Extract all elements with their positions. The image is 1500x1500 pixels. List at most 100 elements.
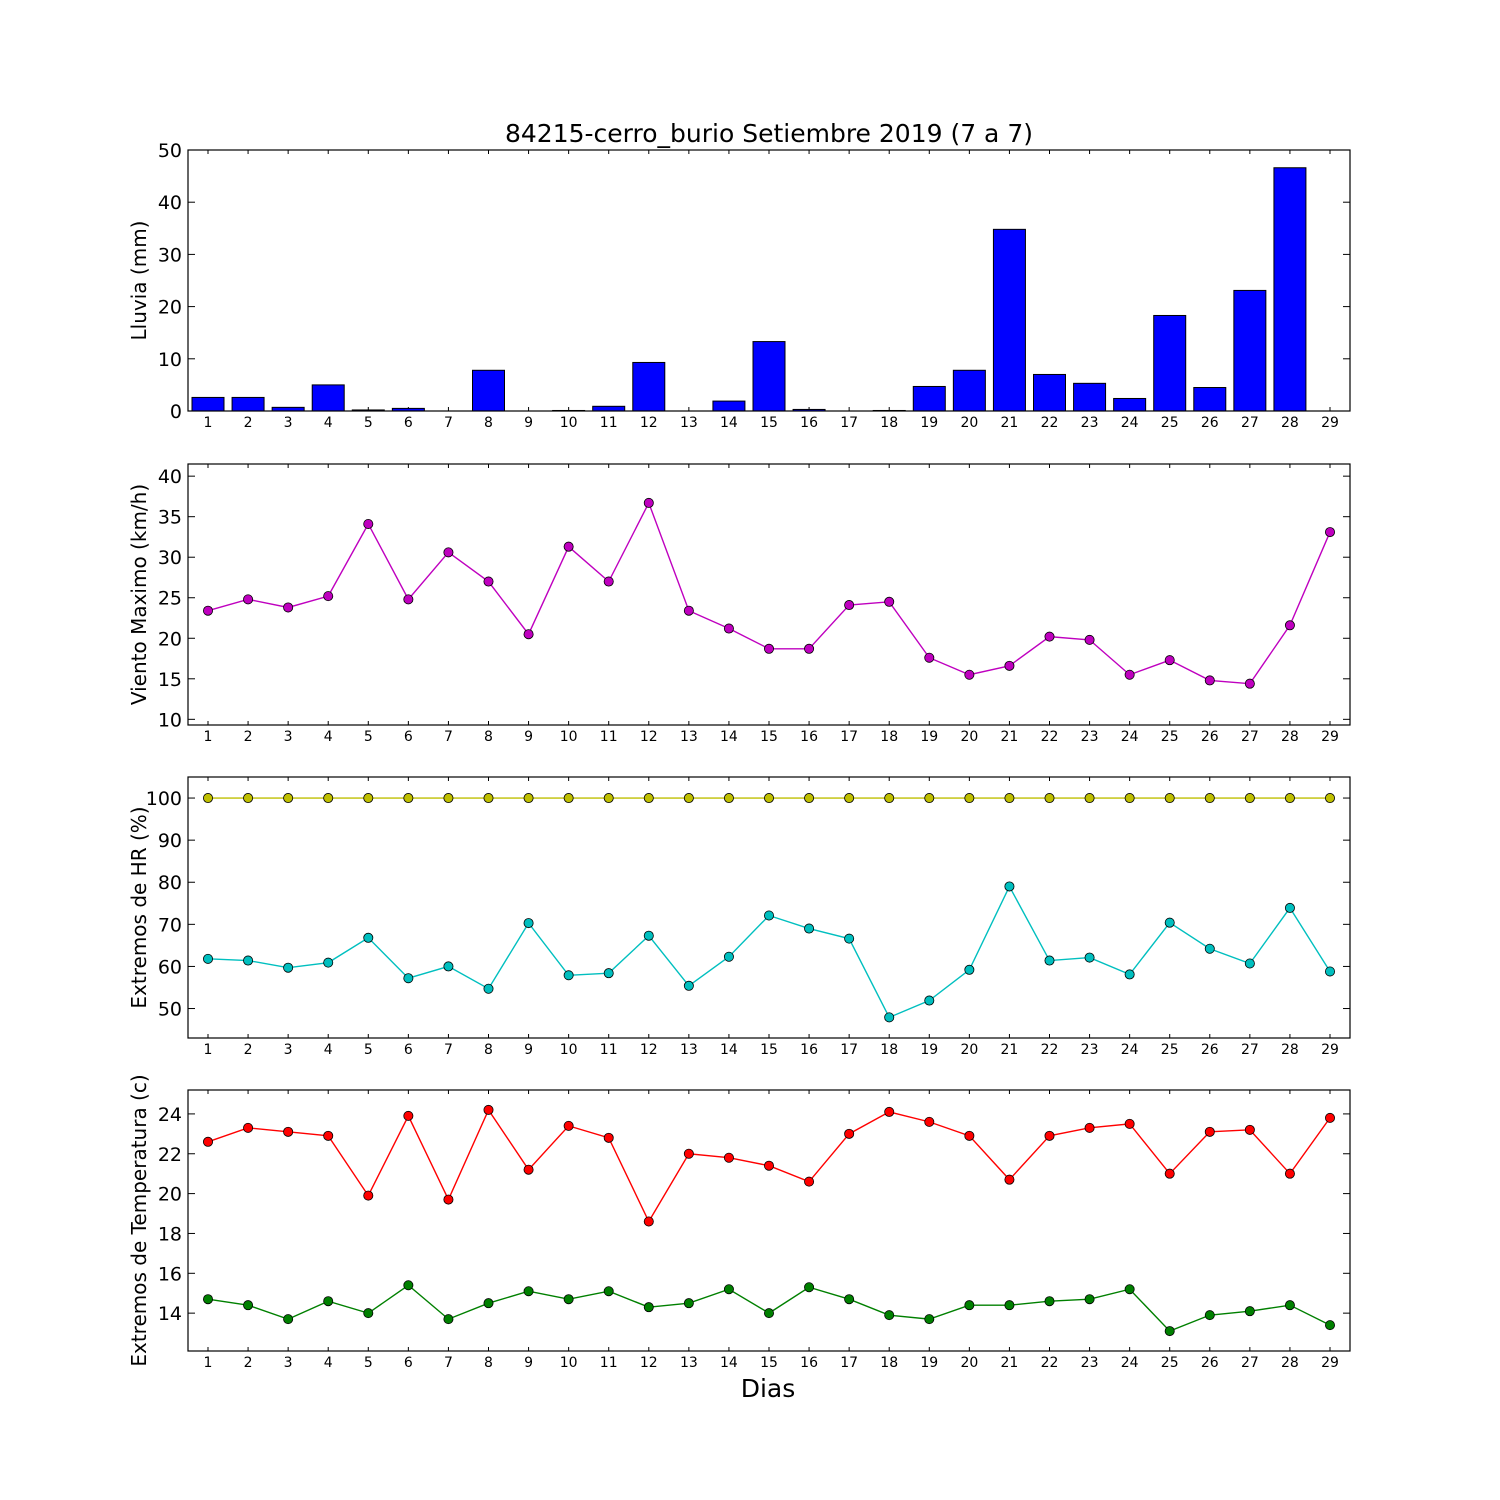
x-tick-label: 29 [1321, 729, 1339, 745]
data-point [1164, 793, 1175, 804]
plot-frame [187, 463, 1351, 726]
y-tick-label: 80 [158, 872, 182, 894]
plot-frame [187, 149, 1351, 412]
x-tick-label: 16 [800, 415, 818, 431]
data-point [1044, 955, 1055, 966]
x-tick-label: 6 [404, 1042, 413, 1058]
x-tick-label: 17 [840, 415, 858, 431]
data-point [443, 793, 454, 804]
data-point [323, 793, 334, 804]
data-point [764, 1160, 775, 1171]
x-tick-label: 8 [484, 1042, 493, 1058]
data-point [202, 605, 213, 616]
x-tick-label: 21 [1001, 729, 1019, 745]
y-tick-label: 40 [158, 192, 182, 214]
data-point [403, 793, 414, 804]
x-tick-label: 13 [680, 415, 698, 431]
x-tick-label: 6 [404, 1355, 413, 1371]
data-point [523, 918, 534, 929]
data-point [323, 1296, 334, 1307]
x-tick-label: 21 [1001, 1355, 1019, 1371]
bar [1073, 382, 1107, 412]
x-tick-label: 15 [760, 415, 778, 431]
data-point [683, 1148, 694, 1159]
y-tick-label: 35 [158, 507, 182, 529]
data-point [283, 1126, 294, 1137]
data-point [1044, 1296, 1055, 1307]
x-tick-label: 25 [1161, 729, 1179, 745]
data-point [643, 1216, 654, 1227]
data-point [884, 1106, 895, 1117]
chart-title: 84215-cerro_burio Setiembre 2019 (7 a 7) [505, 119, 1033, 148]
data-point [363, 1190, 374, 1201]
y-tick-label: 90 [158, 830, 182, 852]
data-point [723, 623, 734, 634]
data-point [483, 576, 494, 587]
y-tick-label: 10 [158, 709, 182, 731]
data-point [964, 793, 975, 804]
bar [752, 341, 786, 412]
data-point [202, 1294, 213, 1305]
y-tick-label: 20 [158, 297, 182, 319]
data-point [924, 793, 935, 804]
data-point [1124, 1118, 1135, 1129]
x-tick-label: 27 [1241, 729, 1259, 745]
panel-4: Extremos de Temperatura (c) 1416182022241… [127, 1074, 1351, 1371]
x-tick-label: 23 [1081, 1042, 1099, 1058]
data-point [1325, 1320, 1336, 1331]
bar [1193, 387, 1227, 412]
x-tick-label: 5 [364, 729, 373, 745]
x-tick-label: 15 [760, 729, 778, 745]
bar [1113, 397, 1147, 412]
x-tick-label: 25 [1161, 1355, 1179, 1371]
x-axis-label: Dias [741, 1374, 796, 1403]
bar [472, 369, 505, 412]
data-point [723, 793, 734, 804]
data-point [243, 793, 254, 804]
data-point [202, 793, 213, 804]
bar [912, 385, 946, 412]
data-point [1004, 1300, 1015, 1311]
data-point [964, 1130, 975, 1141]
x-tick-label: 29 [1321, 415, 1339, 431]
x-tick-label: 11 [600, 1042, 618, 1058]
data-point [1124, 1284, 1135, 1295]
x-tick-label: 11 [600, 1355, 618, 1371]
data-point [483, 793, 494, 804]
y-tick-label: 16 [158, 1263, 182, 1285]
x-tick-label: 8 [484, 1355, 493, 1371]
x-tick-label: 22 [1041, 1042, 1059, 1058]
data-point [1164, 917, 1175, 928]
data-point [1244, 793, 1255, 804]
x-tick-label: 4 [324, 729, 333, 745]
data-point [804, 1176, 815, 1187]
data-point [764, 793, 775, 804]
data-point [683, 605, 694, 616]
data-point [884, 793, 895, 804]
x-tick-label: 20 [960, 1042, 978, 1058]
data-point [283, 602, 294, 613]
data-point [443, 1314, 454, 1325]
x-tick-label: 17 [840, 729, 858, 745]
x-tick-label: 28 [1281, 1355, 1299, 1371]
data-point [443, 1194, 454, 1205]
x-tick-label: 8 [484, 729, 493, 745]
x-tick-label: 11 [600, 415, 618, 431]
x-tick-label: 25 [1161, 1042, 1179, 1058]
x-tick-label: 6 [404, 415, 413, 431]
data-point [1204, 1310, 1215, 1321]
data-point [1044, 1130, 1055, 1141]
data-point [1204, 943, 1215, 954]
x-tick-label: 5 [364, 415, 373, 431]
data-point [884, 1310, 895, 1321]
x-tick-label: 26 [1201, 415, 1219, 431]
x-tick-label: 18 [880, 1042, 898, 1058]
data-point [964, 669, 975, 680]
data-point [683, 980, 694, 991]
bar [311, 384, 345, 412]
data-point [403, 973, 414, 984]
x-tick-label: 12 [640, 729, 658, 745]
data-point [1284, 793, 1295, 804]
x-tick-label: 9 [524, 1355, 533, 1371]
